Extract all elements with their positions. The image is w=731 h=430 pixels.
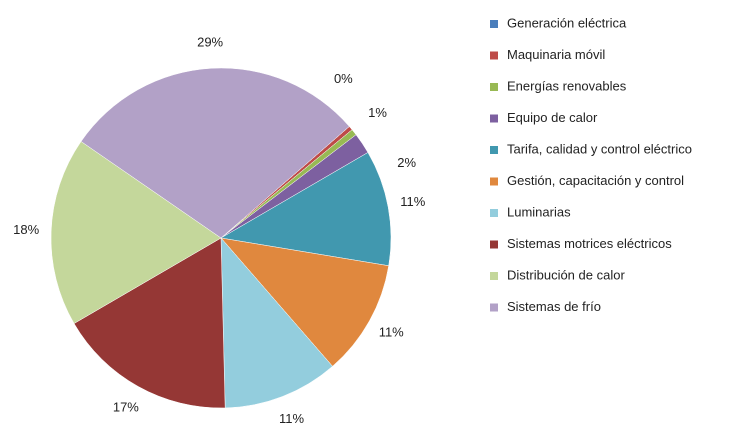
legend-label: Energías renovables xyxy=(507,78,627,93)
legend-swatch xyxy=(490,146,498,154)
pie-slice xyxy=(73,237,226,409)
data-label: 0% xyxy=(334,71,353,86)
data-label: 2% xyxy=(397,155,416,170)
pie-slice xyxy=(80,67,350,239)
data-label: 11% xyxy=(279,411,304,426)
legend-swatch xyxy=(490,272,498,280)
legend-label: Distribución de calor xyxy=(507,267,625,282)
data-label: 11% xyxy=(400,194,425,209)
legend-swatch xyxy=(490,114,498,123)
legend-swatch xyxy=(490,303,498,312)
legend-label: Gestión, capacitación y control xyxy=(507,173,684,188)
legend-swatch xyxy=(490,83,498,91)
legend-swatch xyxy=(490,209,498,217)
data-label: 11% xyxy=(379,325,404,340)
legend-label: Sistemas de frío xyxy=(507,299,601,314)
data-label: 1% xyxy=(368,105,387,120)
pie-slice xyxy=(220,152,392,267)
legend-label: Maquinaria móvil xyxy=(507,47,605,62)
legend-swatch xyxy=(490,20,498,28)
legend-label: Tarifa, calidad y control eléctrico xyxy=(507,141,692,156)
legend-label: Luminarias xyxy=(507,204,571,219)
data-label: 29% xyxy=(197,35,223,50)
data-label: 18% xyxy=(13,222,39,237)
legend-swatch xyxy=(490,51,498,60)
legend-swatch xyxy=(490,177,498,186)
data-label: 17% xyxy=(113,400,139,415)
legend-label: Equipo de calor xyxy=(507,110,598,125)
legend-label: Generación eléctrica xyxy=(507,15,627,30)
pie-slice xyxy=(50,141,222,324)
pie-slice xyxy=(220,237,333,409)
legend-label: Sistemas motrices eléctricos xyxy=(507,236,672,251)
legend-swatch xyxy=(490,240,498,249)
pie-slice xyxy=(220,237,390,367)
